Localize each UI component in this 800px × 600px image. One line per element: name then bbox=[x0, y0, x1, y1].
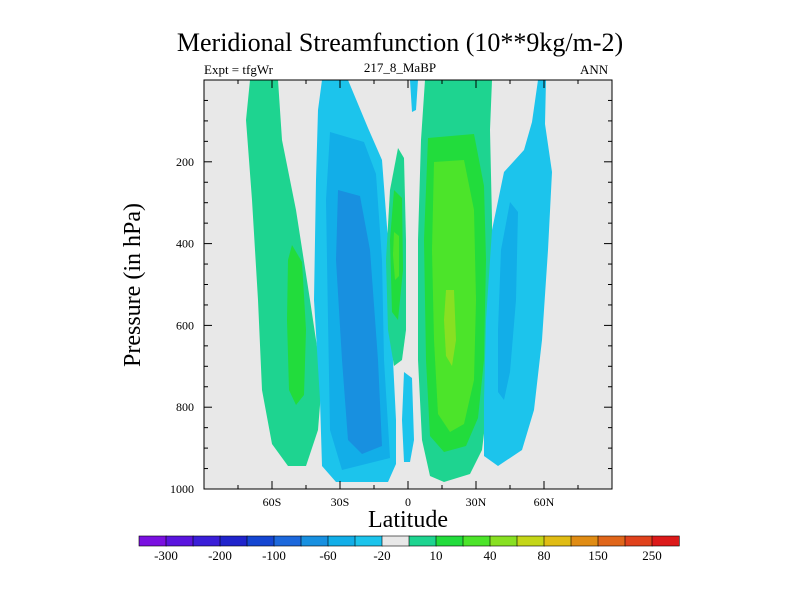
y-tick-label: 600 bbox=[176, 318, 194, 332]
colorbar-swatch bbox=[219, 535, 248, 547]
colorbar-label: 150 bbox=[588, 548, 608, 563]
x-tick-label: 60N bbox=[534, 495, 555, 509]
colorbar-swatch bbox=[273, 535, 302, 547]
y-tick-label: 400 bbox=[176, 237, 194, 251]
colorbar-swatch bbox=[516, 535, 545, 547]
colorbar-label: -200 bbox=[208, 548, 232, 563]
experiment-label: Expt = tfgWr bbox=[204, 62, 273, 77]
colorbar-swatch bbox=[462, 535, 491, 547]
nh-ferrel-cell-core bbox=[498, 202, 518, 400]
nh-hadley-cell-core bbox=[444, 290, 456, 366]
colorbar-swatch bbox=[300, 535, 329, 547]
y-axis-label: Pressure (in hPa) bbox=[120, 203, 146, 367]
sh-ferrel-cell-core bbox=[336, 190, 382, 454]
y-axis: 200 400 600 800 1000 bbox=[170, 79, 612, 496]
colorbar-label: 250 bbox=[642, 548, 662, 563]
colorbar-label: -100 bbox=[262, 548, 286, 563]
colorbar-swatch bbox=[435, 535, 464, 547]
colorbar-label: 80 bbox=[538, 548, 551, 563]
colorbar-swatch bbox=[246, 535, 275, 547]
colorbar-swatch bbox=[624, 535, 653, 547]
colorbar: -300 -200 -100 -60 -20 10 40 80 150 250 bbox=[138, 535, 680, 563]
colorbar-swatch bbox=[165, 535, 194, 547]
equatorial-negative-lower bbox=[402, 372, 414, 462]
y-tick-label: 800 bbox=[176, 400, 194, 414]
colorbar-swatch bbox=[543, 535, 572, 547]
colorbar-swatch bbox=[597, 535, 626, 547]
colorbar-swatch bbox=[327, 535, 356, 547]
x-tick-label: 30S bbox=[331, 495, 350, 509]
chart-title: Meridional Streamfunction (10**9kg/m-2) bbox=[176, 28, 624, 57]
sh-polar-cell-core bbox=[287, 245, 306, 405]
colorbar-label: 10 bbox=[430, 548, 443, 563]
y-tick-label: 200 bbox=[176, 155, 194, 169]
colorbar-label: -20 bbox=[373, 548, 390, 563]
colorbar-swatch bbox=[570, 535, 599, 547]
y-tick-label: 1000 bbox=[170, 482, 194, 496]
equatorial-negative-upper bbox=[410, 80, 418, 112]
season-label: ANN bbox=[580, 62, 609, 77]
colorbar-swatch bbox=[381, 535, 410, 547]
colorbar-label: -60 bbox=[319, 548, 336, 563]
colorbar-swatch bbox=[138, 535, 167, 547]
colorbar-swatch bbox=[651, 535, 680, 547]
contour-fields bbox=[246, 80, 552, 482]
chart-subtitle: 217_8_MaBP bbox=[363, 60, 437, 75]
colorbar-swatch bbox=[192, 535, 221, 547]
x-tick-label: 0 bbox=[405, 495, 411, 509]
colorbar-swatch bbox=[408, 535, 437, 547]
x-tick-label: 60S bbox=[263, 495, 282, 509]
colorbar-swatch bbox=[489, 535, 518, 547]
x-tick-label: 30N bbox=[466, 495, 487, 509]
colorbar-swatch bbox=[354, 535, 383, 547]
x-axis: 60S 30S 0 30N 60N bbox=[203, 80, 613, 509]
colorbar-label: -300 bbox=[154, 548, 178, 563]
colorbar-label: 40 bbox=[484, 548, 497, 563]
sh-hadley-cell-core bbox=[393, 232, 399, 280]
x-axis-label: Latitude bbox=[368, 507, 448, 533]
